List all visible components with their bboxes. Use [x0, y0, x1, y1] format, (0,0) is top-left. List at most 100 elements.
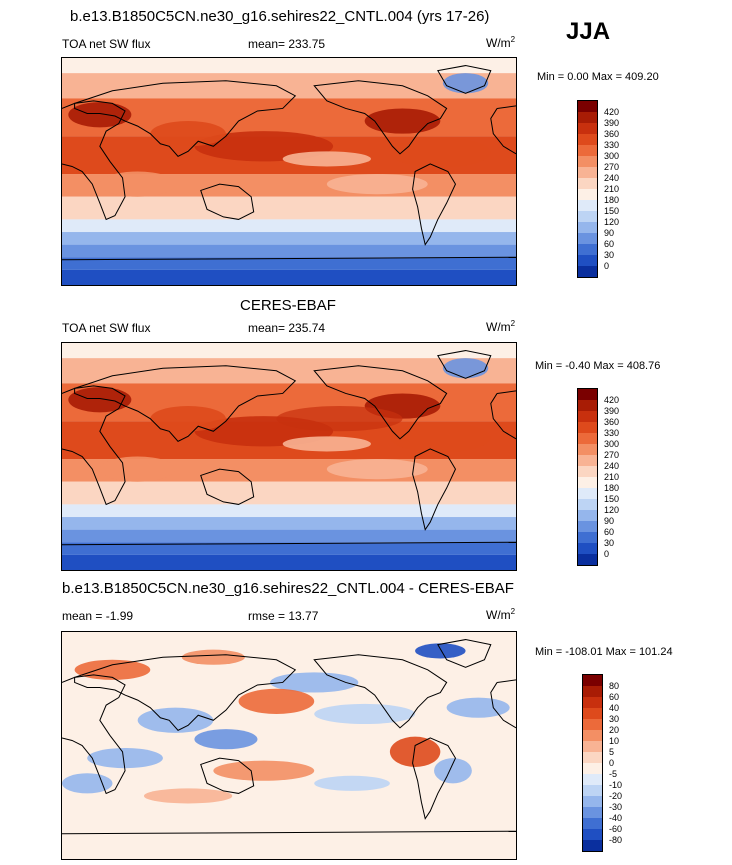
- colorbar-tick-label: 0: [609, 758, 615, 768]
- coastline: [74, 80, 297, 157]
- panel-3-rmse-label: rmse = 13.77: [248, 609, 319, 623]
- colorbar-swatch: [578, 455, 597, 466]
- colorbar-tick-label: 210: [604, 184, 620, 194]
- field-band: [62, 542, 516, 555]
- colorbar-tick-label: 30: [604, 538, 615, 548]
- colorbar-tick-label: 240: [604, 173, 620, 183]
- field-blob: [150, 406, 226, 432]
- colorbar-box: [577, 100, 598, 278]
- colorbar-swatch: [583, 697, 602, 708]
- colorbar-swatch: [578, 477, 597, 488]
- colorbar-swatch: [578, 411, 597, 422]
- field-band: [62, 504, 516, 518]
- colorbar-tick-label: -10: [609, 780, 623, 790]
- colorbar-tick-label: 360: [604, 417, 620, 427]
- colorbar-swatch: [578, 244, 597, 255]
- colorbar-swatch: [583, 708, 602, 719]
- colorbar-swatch: [578, 112, 597, 123]
- coastline: [437, 65, 492, 94]
- panel-3-minmax: Min = -108.01 Max = 101.24: [535, 646, 673, 658]
- colorbar-swatch: [583, 785, 602, 796]
- coastline: [412, 163, 457, 246]
- panel-2-units: W/m2: [486, 319, 516, 334]
- coastline: [200, 468, 255, 505]
- panel-2-title: CERES-EBAF: [240, 297, 336, 314]
- colorbar-swatch: [583, 807, 602, 818]
- colorbar-box: [577, 388, 598, 566]
- colorbar-swatch: [583, 741, 602, 752]
- colorbar-tick-label: -60: [609, 824, 623, 834]
- field-blob: [238, 688, 315, 714]
- colorbar-tick-label: 180: [604, 483, 620, 493]
- colorbar-tick-label: 420: [604, 395, 620, 405]
- colorbar-tick-label: 210: [604, 472, 620, 482]
- field-blob: [181, 649, 245, 665]
- coastline: [490, 105, 516, 155]
- colorbar-tick-label: -40: [609, 813, 623, 823]
- colorbar-tick-label: 360: [604, 129, 620, 139]
- field-band: [62, 58, 516, 74]
- coastline: [74, 365, 297, 442]
- field-band: [62, 219, 516, 233]
- panel-3-map: [61, 631, 517, 860]
- colorbar-swatch: [578, 101, 597, 112]
- field-band: [62, 481, 516, 505]
- field-blob: [68, 102, 132, 128]
- field-band: [62, 244, 516, 258]
- field-blob: [442, 358, 489, 379]
- colorbar-tick-label: 180: [604, 195, 620, 205]
- colorbar-tick-label: 90: [604, 228, 615, 238]
- colorbar-tick-label: 270: [604, 450, 620, 460]
- colorbar-tick-label: 60: [609, 692, 620, 702]
- season-label: JJA: [566, 18, 611, 45]
- colorbar-swatch: [578, 233, 597, 244]
- coastline: [62, 674, 126, 795]
- panel-3-units: W/m2: [486, 607, 516, 622]
- coastline: [62, 100, 126, 221]
- field-blob: [194, 729, 258, 750]
- colorbar-swatch: [578, 156, 597, 167]
- colorbar-swatch: [578, 123, 597, 134]
- colorbar-tick-label: 90: [604, 516, 615, 526]
- field-blob: [87, 748, 163, 769]
- colorbar-swatch: [583, 675, 602, 686]
- field-blob: [415, 643, 466, 659]
- colorbar-box: [582, 674, 603, 852]
- field-blob: [314, 775, 390, 791]
- coastline: [490, 679, 516, 729]
- colorbar-swatch: [578, 444, 597, 455]
- field-blob: [68, 387, 132, 413]
- coastline: [200, 183, 255, 220]
- coastline: [62, 541, 516, 546]
- colorbar-tick-label: 60: [604, 527, 615, 537]
- panel-3-title: b.e13.B1850C5CN.ne30_g16.sehires22_CNTL.…: [62, 580, 514, 597]
- colorbar-swatch: [578, 422, 597, 433]
- colorbar-swatch: [578, 211, 597, 222]
- colorbar-tick-label: 390: [604, 406, 620, 416]
- colorbar-swatch: [583, 686, 602, 697]
- colorbar-swatch: [583, 719, 602, 730]
- colorbar-swatch: [578, 222, 597, 233]
- colorbar-swatch: [578, 134, 597, 145]
- coastline: [62, 830, 516, 835]
- colorbar-tick-label: 420: [604, 107, 620, 117]
- panel-2-variable-label: TOA net SW flux: [62, 321, 151, 335]
- colorbar-swatch: [578, 488, 597, 499]
- colorbar-tick-label: 30: [609, 714, 620, 724]
- field-blob: [434, 758, 472, 784]
- field-blob: [389, 422, 491, 453]
- colorbar-swatch: [578, 389, 597, 400]
- colorbar-tick-label: 30: [604, 250, 615, 260]
- colorbar-swatch: [578, 543, 597, 554]
- colorbar-tick-label: 60: [604, 239, 615, 249]
- field-blob: [276, 406, 403, 432]
- colorbar-swatch: [578, 200, 597, 211]
- panel-1-minmax: Min = 0.00 Max = 409.20: [537, 71, 659, 83]
- field-band: [62, 196, 516, 220]
- panel-3-mean-label: mean = -1.99: [62, 609, 134, 623]
- colorbar-swatch: [583, 752, 602, 763]
- colorbar-swatch: [583, 796, 602, 807]
- colorbar-swatch: [583, 763, 602, 774]
- coastline: [74, 654, 297, 731]
- field-band: [62, 529, 516, 543]
